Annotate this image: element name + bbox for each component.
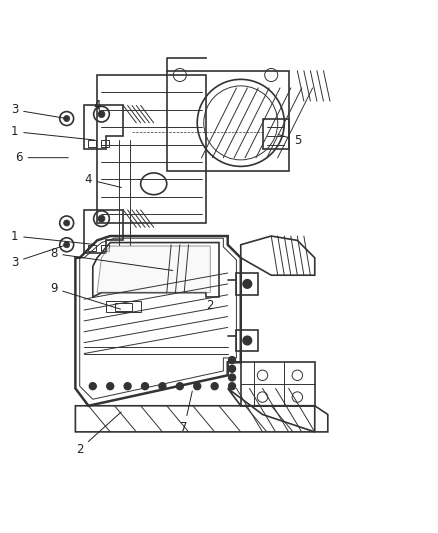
Text: 5: 5 [278,134,301,147]
Circle shape [64,220,70,226]
Circle shape [141,383,148,390]
Bar [237,273,258,295]
Text: 1: 1 [11,125,94,140]
Text: 4: 4 [93,99,101,112]
Circle shape [211,383,218,390]
Text: 9: 9 [50,282,120,309]
Text: 3: 3 [11,246,64,269]
Bar [167,71,289,171]
Bar [262,118,289,149]
Text: 4: 4 [85,173,121,188]
Bar [88,140,96,147]
Bar [115,303,132,311]
Circle shape [89,383,96,390]
Circle shape [229,365,236,372]
Text: 1: 1 [11,230,94,245]
Circle shape [98,215,105,222]
Circle shape [229,374,236,381]
Bar [102,245,110,251]
Circle shape [177,383,184,390]
Text: 2: 2 [207,299,214,312]
Circle shape [159,383,166,390]
Circle shape [64,241,70,248]
Circle shape [243,336,252,345]
Text: 6: 6 [15,151,68,164]
Circle shape [229,383,236,390]
Bar [102,140,110,147]
Bar [106,301,141,312]
Bar [237,329,258,351]
Circle shape [107,383,114,390]
Text: 8: 8 [50,247,173,270]
Circle shape [194,383,201,390]
Circle shape [229,357,236,364]
Circle shape [243,279,252,288]
Polygon shape [97,246,210,293]
Text: 7: 7 [180,391,192,434]
Circle shape [64,116,70,122]
Bar [88,245,96,251]
Text: 2: 2 [76,412,121,456]
Circle shape [98,111,105,118]
Text: 3: 3 [11,103,64,118]
Circle shape [124,383,131,390]
